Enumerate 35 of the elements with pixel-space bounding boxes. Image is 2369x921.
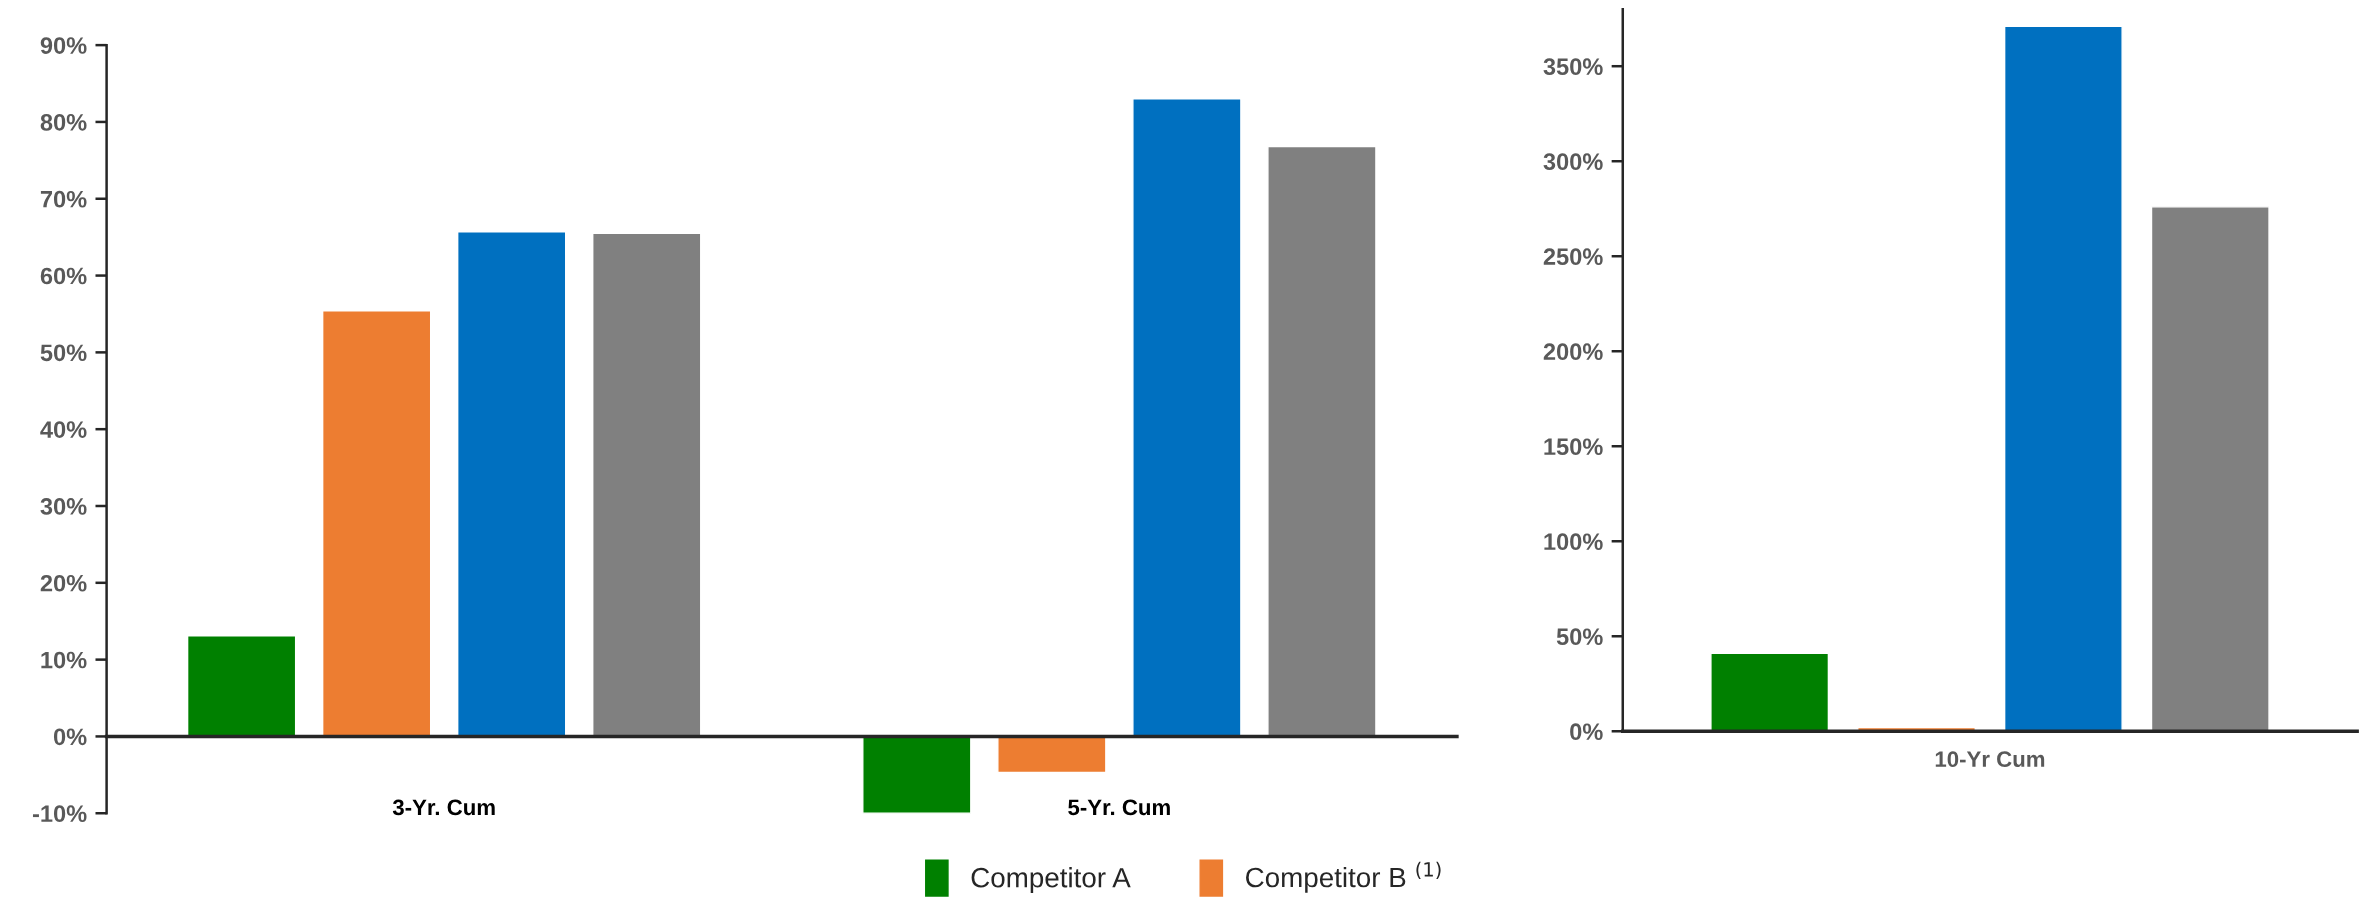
y-tick-label: 20% — [40, 574, 87, 592]
bar — [1267, 145, 1377, 738]
y-tick-label: 80% — [40, 114, 87, 131]
y-tick-label: 90% — [40, 37, 87, 54]
y-tick-label: 30% — [40, 498, 87, 515]
y-tick-label: 60% — [40, 267, 87, 285]
y-tick-label: 40% — [40, 421, 87, 438]
x-tick-label: 3-Yr. Cum — [392, 799, 495, 816]
y-tick-label: 250% — [1543, 248, 1603, 266]
y-tick-label: 300% — [1543, 153, 1603, 171]
bar — [1710, 652, 1830, 732]
y-tick-label: 50% — [40, 344, 87, 362]
y-tick-label: 350% — [1543, 58, 1603, 76]
x-tick-label: 10-Yr Cum — [1935, 751, 2045, 768]
bar — [592, 232, 702, 738]
y-tick-label: 50% — [1556, 628, 1603, 646]
y-tick-label: 0% — [53, 728, 87, 746]
bar — [2150, 206, 2270, 732]
y-tick-label: 100% — [1544, 533, 1603, 551]
y-tick-label: 200% — [1543, 343, 1603, 361]
y-tick-label: 0% — [1570, 723, 1603, 741]
bar — [321, 310, 432, 738]
bar — [862, 735, 972, 814]
bar — [1132, 98, 1242, 738]
legend-label: Competitor A — [971, 867, 1131, 894]
bar — [456, 231, 567, 738]
bar — [186, 635, 297, 738]
y-tick-label: 150% — [1544, 438, 1603, 456]
x-tick-label: 5-Yr. Cum — [1068, 799, 1170, 816]
legend-label: Competitor B $^{(1)}$ — [1246, 861, 1441, 893]
y-tick-label: 70% — [40, 190, 87, 208]
y-tick-label: -10% — [32, 805, 87, 823]
bar — [2003, 25, 2123, 732]
bar — [997, 735, 1107, 774]
y-tick-label: 10% — [41, 651, 87, 669]
